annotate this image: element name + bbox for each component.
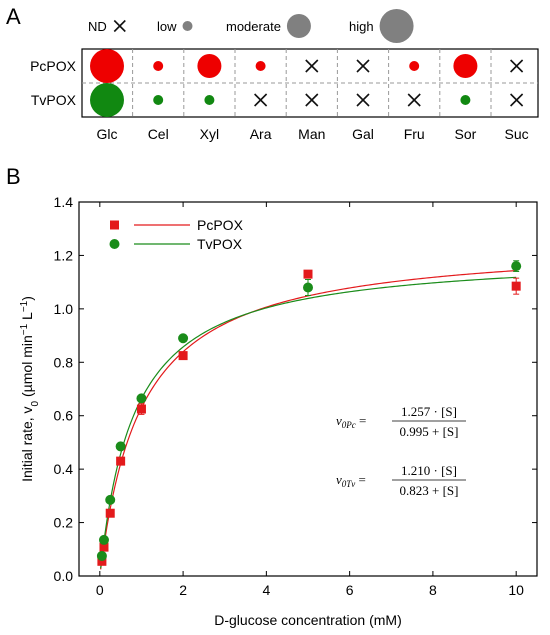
plot-frame: [78, 201, 538, 577]
legend-moderate-label: moderate: [226, 19, 281, 34]
cell-pcpox-sor-moderate-circle: [453, 54, 478, 78]
fit-curve-pcpox: [100, 269, 517, 570]
x-tick-label: 4: [262, 582, 270, 598]
cell-tvpox-cel-low-circle: [153, 95, 164, 105]
column-label-fru: Fru: [404, 126, 425, 142]
cell-tvpox-glc-high-circle: [90, 83, 124, 117]
data-point-tvpox: [511, 261, 522, 272]
cell-tvpox-xyl-low-circle: [204, 95, 215, 105]
data-point-tvpox: [115, 441, 126, 452]
cell-tvpox-suc-nd-cross-icon: [510, 93, 524, 107]
cell-pcpox-suc-nd-cross-icon: [510, 59, 524, 73]
data-point-pcpox: [97, 556, 107, 566]
column-label-suc: Suc: [505, 126, 529, 142]
cell-pcpox-ara-low-circle: [255, 61, 266, 71]
data-point-pcpox: [136, 404, 146, 414]
legend-marker-pcpox: [110, 220, 119, 230]
cell-tvpox-gal-nd-cross-icon-stroke-b: [356, 93, 370, 107]
legend-marker-tvpox: [109, 239, 120, 249]
data-point-tvpox: [136, 393, 147, 404]
data-point-tvpox: [98, 534, 109, 545]
data-point-pcpox: [303, 269, 313, 279]
fit-curve-tvpox: [100, 276, 517, 569]
panel-b-letter: B: [6, 164, 21, 189]
column-label-glc: Glc: [97, 126, 118, 142]
data-point-pcpox: [178, 351, 188, 361]
y-tick-label: 0.4: [54, 461, 74, 477]
data-point-tvpox: [303, 282, 313, 293]
y-tick-label: 1.4: [54, 194, 74, 210]
y-tick-label: 1.2: [54, 247, 74, 263]
equation-0pc-denominator: 0.995 + [S]: [400, 424, 459, 439]
cell-tvpox-gal-nd-cross-icon: [356, 93, 370, 107]
x-tick-label: 0: [96, 582, 104, 598]
cell-pcpox-man-nd-cross-icon-stroke-b: [305, 59, 319, 73]
column-label-gal: Gal: [352, 126, 374, 142]
equation-0pc-numerator: 1.257 · [S]: [401, 404, 457, 419]
cell-pcpox-gal-nd-cross-icon-stroke-b: [356, 59, 370, 73]
equations: v0Pc = 1.257 · [S] 0.995 + [S] v0Tv = 1.210 …: [336, 404, 466, 498]
x-tick-label: 2: [179, 582, 187, 598]
column-label-sor: Sor: [455, 126, 477, 142]
row-label-tvpox: TvPOX: [31, 92, 77, 108]
cell-tvpox-fru-nd-cross-icon: [407, 93, 421, 107]
cell-pcpox-cel-low-circle: [153, 61, 164, 71]
data-point-pcpox: [105, 508, 115, 518]
cell-tvpox-fru-nd-cross-icon-stroke-b: [407, 93, 421, 107]
panel-a-legend: ND low moderate high: [88, 9, 414, 43]
legend-low-label: low: [157, 19, 177, 34]
y-axis-label: Initial rate, v0 (µmol min−1 L−1): [19, 296, 41, 482]
data-point-pcpox: [511, 281, 521, 291]
equation-0tv-denominator: 0.823 + [S]: [400, 483, 459, 498]
x-axis-label: D-glucose concentration (mM): [214, 612, 402, 628]
column-label-ara: Ara: [250, 126, 272, 142]
data-point-pcpox: [116, 456, 126, 466]
y-tick-label: 0.6: [54, 408, 74, 424]
legend-high-circle: [379, 9, 414, 43]
legend-label-pcpox: PcPOX: [197, 217, 244, 233]
panel-a-letter: A: [6, 4, 21, 29]
data-point-tvpox: [105, 494, 116, 505]
column-label-xyl: Xyl: [200, 126, 219, 142]
cell-tvpox-ara-nd-cross-icon-stroke-b: [254, 93, 268, 107]
legend-low-circle: [182, 21, 193, 31]
chart-legend: PcPOX TvPOX: [109, 217, 244, 252]
cell-pcpox-gal-nd-cross-icon: [356, 59, 370, 73]
cell-tvpox-man-nd-cross-icon-stroke-b: [305, 93, 319, 107]
column-label-man: Man: [298, 126, 325, 142]
x-tick-label: 8: [429, 582, 437, 598]
y-tick-label: 0.2: [54, 515, 74, 531]
legend-label-tvpox: TvPOX: [197, 236, 243, 252]
cell-tvpox-ara-nd-cross-icon: [254, 93, 268, 107]
panel-a: A ND low moderate high PcPOX TvPOX Glc Cel Xyl A…: [6, 4, 539, 142]
y-tick-label: 1.0: [54, 301, 74, 317]
cell-tvpox-sor-low-circle: [460, 95, 471, 105]
legend-nd-cross-icon-stroke-b: [113, 19, 126, 33]
data-point-tvpox: [178, 333, 189, 344]
equation-0tv-lhs: v0Tv =: [336, 472, 366, 489]
legend-nd-cross-icon: [113, 19, 126, 33]
data-point-pcpox: [99, 542, 109, 552]
cell-pcpox-fru-low-circle: [409, 61, 420, 71]
column-label-cel: Cel: [148, 126, 169, 142]
row-label-pcpox: PcPOX: [30, 58, 77, 74]
cell-pcpox-suc-nd-cross-icon-stroke-b: [510, 59, 524, 73]
legend-nd-label: ND: [88, 19, 107, 34]
y-tick-label: 0.0: [54, 568, 74, 584]
cell-pcpox-man-nd-cross-icon: [305, 59, 319, 73]
equation-0pc-lhs: v0Pc =: [336, 413, 366, 430]
panel-b: B 0 2 4 6 8 10 0.0 0.2 0.4 0.6 0.8 1.0 1.2 1.4 PcPOX T…: [6, 164, 538, 628]
x-tick-label: 6: [346, 582, 354, 598]
legend-moderate-circle: [286, 14, 311, 38]
data-point-tvpox: [96, 550, 107, 561]
legend-high-label: high: [349, 19, 374, 34]
equation-0tv-numerator: 1.210 · [S]: [401, 463, 457, 478]
cell-pcpox-glc-high-circle: [90, 49, 124, 83]
cell-tvpox-suc-nd-cross-icon-stroke-b: [510, 93, 524, 107]
x-tick-label: 10: [508, 582, 524, 598]
cell-pcpox-xyl-moderate-circle: [197, 54, 222, 78]
y-tick-label: 0.8: [54, 354, 74, 370]
cell-tvpox-man-nd-cross-icon: [305, 93, 319, 107]
